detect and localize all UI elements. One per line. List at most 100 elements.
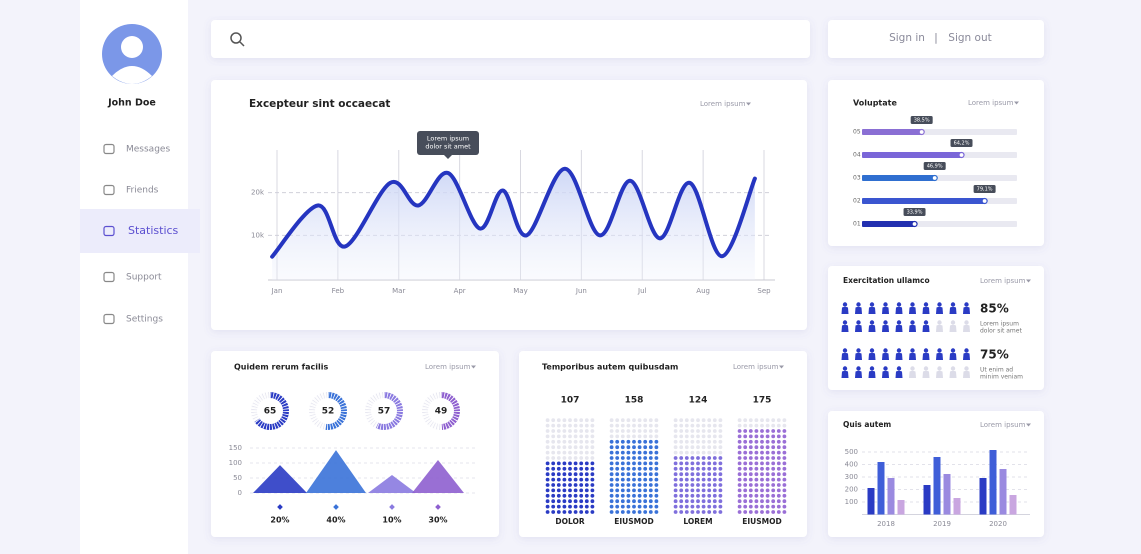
dot	[579, 504, 584, 509]
dot	[568, 483, 572, 487]
dot	[760, 483, 764, 487]
dot	[632, 445, 636, 450]
sign-in[interactable]: Sign in	[889, 32, 925, 44]
bar-label: 38,5%	[914, 118, 930, 124]
dropdown-caret[interactable]	[1026, 279, 1031, 283]
dot	[754, 504, 759, 509]
dot	[643, 499, 648, 504]
dot	[754, 477, 759, 482]
dropdown[interactable]: Lorem ipsum	[968, 99, 1014, 107]
dot	[782, 434, 787, 439]
dot	[737, 439, 742, 444]
dot	[701, 504, 706, 509]
menu-item[interactable]: Support	[126, 273, 162, 283]
dot	[632, 499, 636, 504]
dot	[643, 418, 648, 423]
avatar-body	[112, 66, 152, 84]
dot	[760, 461, 764, 466]
share-label: 30%	[428, 516, 447, 525]
dot	[737, 418, 742, 423]
dot	[620, 477, 625, 482]
dot	[679, 418, 684, 423]
person-icon	[841, 324, 849, 332]
donut-value: 52	[322, 407, 335, 417]
dot	[573, 488, 578, 493]
dot	[556, 423, 561, 428]
dot	[637, 450, 642, 455]
dot	[701, 456, 706, 460]
dot	[701, 439, 706, 444]
bar-label-bg	[973, 185, 996, 193]
dot	[748, 439, 753, 444]
dot	[620, 456, 625, 460]
dot	[771, 450, 776, 455]
dropdown[interactable]: Lorem ipsum	[700, 100, 746, 108]
dot	[551, 439, 556, 444]
dropdown-caret[interactable]	[471, 365, 476, 369]
dropdown-caret[interactable]	[1014, 101, 1019, 105]
dot	[743, 423, 748, 428]
donut-value: 57	[378, 407, 391, 417]
dot	[743, 418, 748, 423]
dot	[679, 423, 684, 428]
dropdown[interactable]: Lorem ipsum	[733, 363, 779, 371]
dot	[771, 418, 776, 423]
person-icon	[869, 302, 875, 307]
y-tick-label: 200	[845, 486, 858, 494]
dot	[701, 488, 706, 493]
dot	[562, 466, 567, 471]
menu-item[interactable]: Messages	[126, 145, 170, 155]
menu-item[interactable]: Statistics	[128, 224, 179, 237]
dot	[743, 429, 748, 433]
dot	[545, 499, 550, 504]
dot	[609, 472, 614, 477]
dot	[615, 499, 620, 504]
dot	[626, 466, 631, 471]
x-tick-label: Jun	[575, 287, 587, 295]
dot	[760, 472, 764, 477]
dot	[737, 499, 742, 504]
dot	[701, 477, 706, 482]
person-icon	[909, 324, 916, 332]
dot	[743, 499, 748, 504]
dot	[701, 493, 706, 498]
dropdown[interactable]: Lorem ipsum	[425, 363, 471, 371]
dot	[556, 483, 561, 487]
dot	[551, 477, 556, 482]
search-bar[interactable]	[211, 20, 810, 58]
dot	[556, 477, 561, 482]
dot	[584, 434, 589, 439]
bar	[862, 221, 915, 227]
dot	[584, 510, 589, 514]
dot	[754, 488, 759, 493]
menu-item[interactable]: Settings	[126, 315, 163, 325]
dot	[626, 477, 631, 482]
bar-label-bg	[923, 162, 946, 170]
dropdown-caret[interactable]	[779, 365, 784, 369]
menu-item[interactable]: Friends	[126, 186, 159, 196]
dropdown-caret[interactable]	[746, 102, 751, 106]
dot	[545, 445, 550, 450]
dot	[637, 483, 642, 487]
dot	[584, 488, 589, 493]
dot	[573, 499, 578, 504]
dropdown[interactable]: Lorem ipsum	[980, 277, 1026, 285]
dot	[626, 499, 631, 504]
dot	[743, 456, 748, 460]
dot	[754, 423, 759, 428]
dropdown-caret[interactable]	[1026, 423, 1031, 427]
dot	[609, 423, 614, 428]
dot-column	[545, 418, 595, 514]
dot	[615, 456, 620, 460]
dot	[782, 477, 787, 482]
bar	[953, 498, 961, 515]
dot	[551, 510, 556, 514]
sign-out[interactable]: Sign out	[948, 32, 991, 44]
dot	[632, 418, 636, 423]
dropdown[interactable]: Lorem ipsum	[980, 421, 1026, 429]
x-tick-label: 2020	[989, 520, 1007, 528]
dot	[615, 493, 620, 498]
dot	[584, 418, 589, 423]
dot	[654, 434, 659, 439]
dot	[648, 423, 653, 428]
